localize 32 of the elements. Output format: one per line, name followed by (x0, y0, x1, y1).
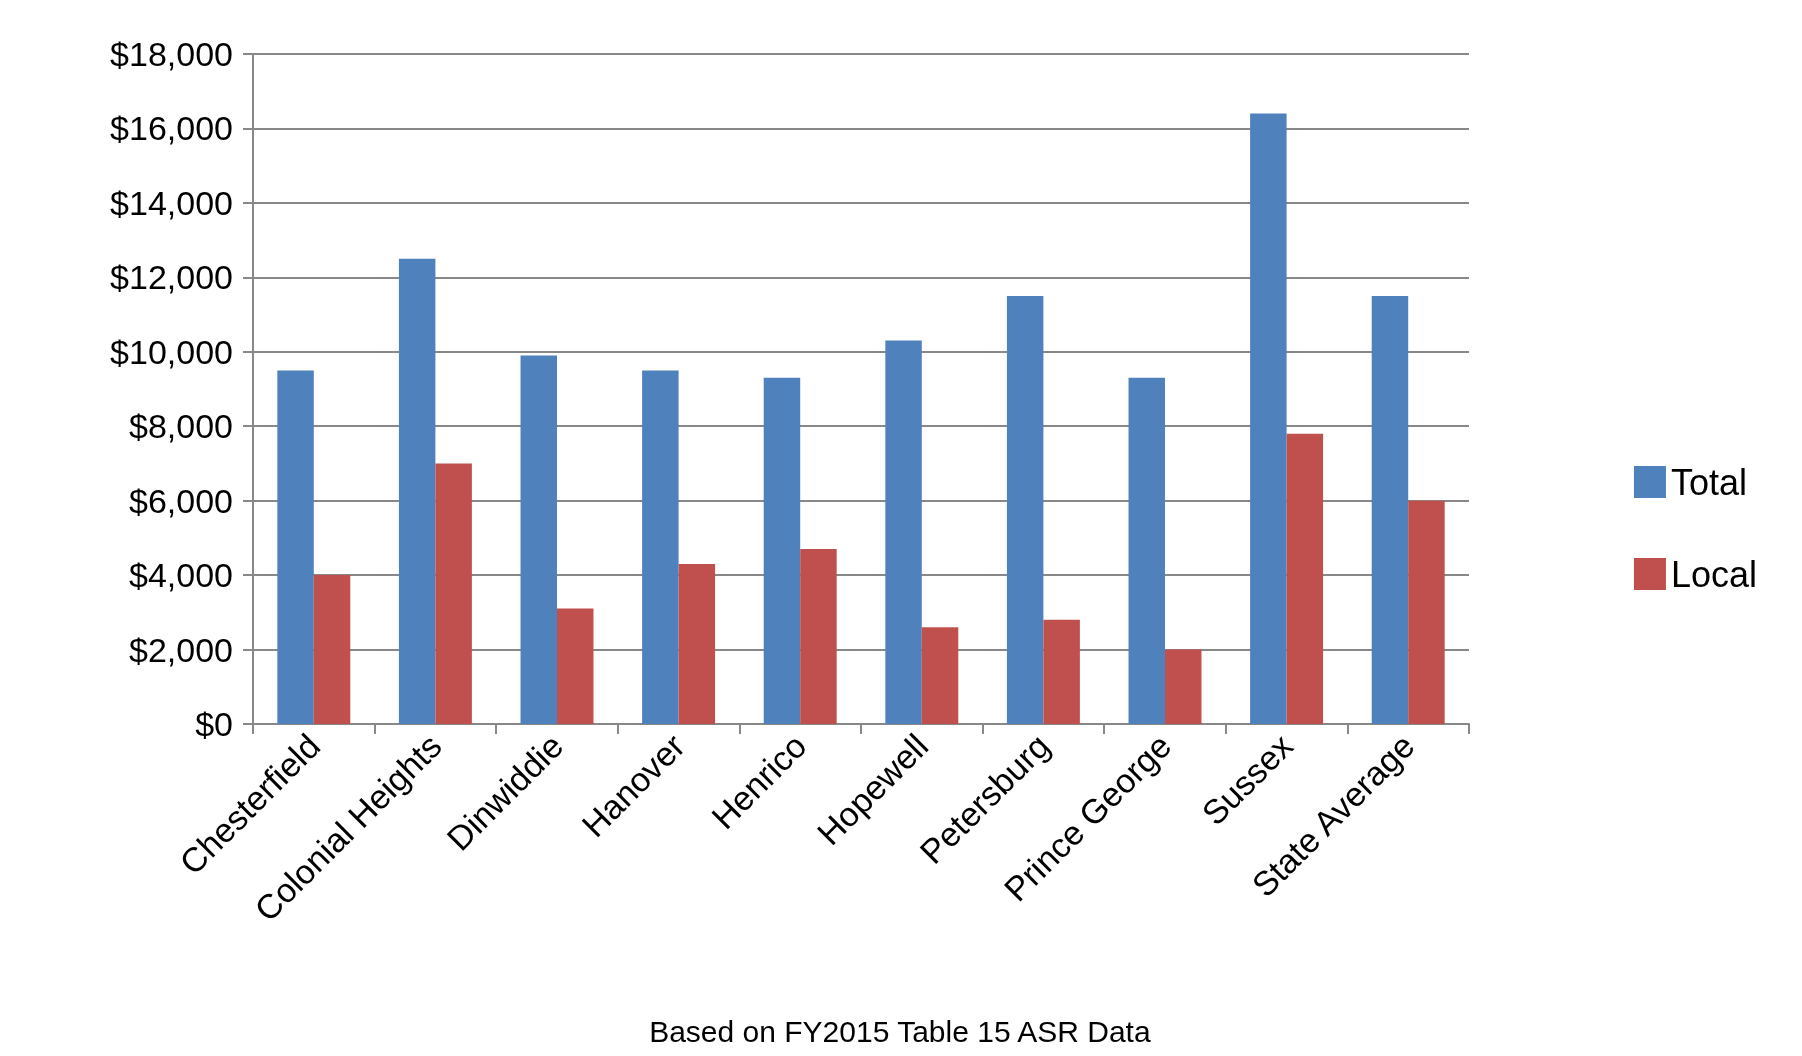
y-tick-label: $10,000 (110, 332, 233, 371)
bar (642, 370, 679, 724)
bar (1043, 619, 1080, 724)
bar (1286, 433, 1324, 724)
y-tick-label: $2,000 (129, 630, 233, 669)
bar (557, 608, 594, 724)
bar (435, 463, 472, 724)
bar (1408, 500, 1445, 724)
text: Based on FY2015 Table 15 ASR Data (649, 1014, 1151, 1048)
y-tick-label: $12,000 (110, 258, 233, 297)
bar (277, 370, 314, 724)
bar (1006, 295, 1044, 724)
bar (763, 377, 801, 724)
y-tick-label: $6,000 (129, 481, 233, 520)
y-tick-label: $18,000 (110, 35, 233, 73)
bar (313, 575, 351, 724)
bar (1250, 113, 1287, 724)
bar (398, 258, 436, 724)
bar (921, 627, 959, 724)
bar (885, 340, 922, 724)
y-tick-label: $14,000 (110, 183, 233, 222)
bar (1128, 377, 1165, 724)
bar (678, 563, 716, 724)
y-tick-label: $8,000 (129, 407, 233, 446)
bar (520, 355, 557, 724)
y-tick-label: $16,000 (110, 109, 233, 148)
bar (800, 549, 837, 724)
bar (1165, 649, 1202, 724)
bar (1371, 295, 1409, 724)
legend-label: Total (1670, 461, 1747, 503)
legend-label: Local (1670, 553, 1757, 595)
y-tick-label: $4,000 (129, 556, 233, 595)
